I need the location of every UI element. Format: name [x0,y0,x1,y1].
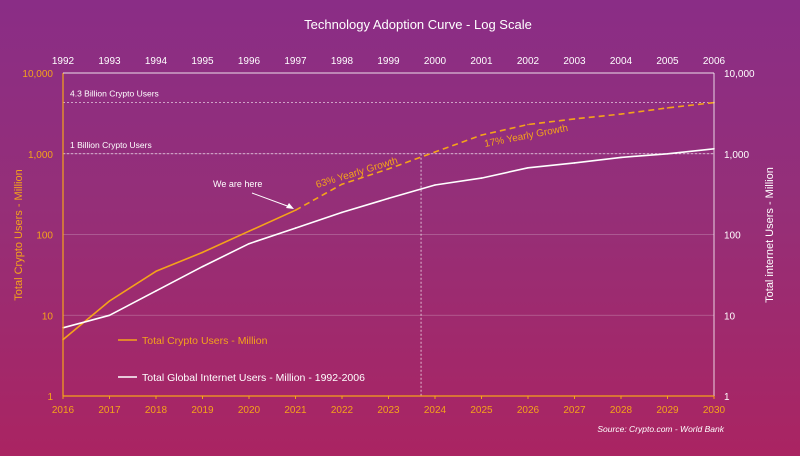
series-point-2 [387,197,390,200]
legend-label-internet: Total Global Internet Users - Million - … [142,372,365,384]
series-point-2 [527,167,529,169]
x-tick-label-top: 1995 [191,56,214,67]
x-tick-label-bottom: 2016 [52,405,75,416]
x-tick-label-top: 2006 [703,56,726,67]
reference-line-label: 1 Billion Crypto Users [70,140,152,150]
source-note: Source: Crypto.com - World Bank [597,424,724,434]
x-tick-label-bottom: 2021 [284,405,307,416]
x-tick-label-bottom: 2023 [377,405,400,416]
x-tick-label-bottom: 2027 [563,405,586,416]
x-tick-label-top: 2001 [470,56,493,67]
series-point-0 [201,251,204,254]
y-tick-label-left: 1,000 [28,150,53,161]
y-tick-label-left: 100 [36,231,53,242]
x-tick-label-bottom: 2019 [191,405,214,416]
series-point-2 [155,290,157,292]
series-point-2 [248,242,250,245]
reference-lines: 4.3 Billion Crypto Users 1 Billion Crypto… [63,89,714,396]
x-tick-label-top: 2002 [517,56,540,67]
y-axis-label-left: Total Crypto Users - Million [13,169,25,300]
y-tick-label-left: 1 [47,392,53,403]
x-tick-label-top: 1999 [377,56,400,67]
series-point-1 [620,113,622,115]
series-point-1 [341,183,343,185]
series-point-2 [294,227,297,229]
series-point-0 [155,270,157,273]
y-tick-label-left: 10,000 [22,69,53,80]
x-tick-label-bottom: 2022 [331,405,354,416]
legend-label-crypto: Total Crypto Users - Million [142,335,268,347]
x-tick-label-top: 1994 [145,56,168,67]
x-tick-label-bottom: 2028 [610,405,633,416]
series-point-0 [108,300,111,302]
y-tick-label-right: 10,000 [724,69,755,80]
series-point-1 [434,151,436,153]
reference-line-label: 4.3 Billion Crypto Users [70,89,159,99]
we-are-here-arrow [251,192,291,208]
grid-layer [63,72,714,397]
series-point-1 [527,123,529,126]
series-point-1 [666,107,669,109]
series-point-2 [201,265,204,268]
series-line-1 [295,101,715,211]
chart-title: Technology Adoption Curve - Log Scale [304,17,532,32]
series-point-2 [434,184,436,186]
series-point-2 [620,156,622,159]
x-tick-label-bottom: 2026 [517,405,540,416]
x-tick-label-top: 2004 [610,56,633,67]
x-tick-label-bottom: 2017 [98,405,121,416]
series-point-0 [248,230,250,232]
x-tick-label-top: 1997 [284,56,307,67]
series-point-1 [480,134,483,136]
x-tick-label-bottom: 2030 [703,405,726,416]
x-tick-label-bottom: 2018 [145,405,168,416]
series-point-1 [294,209,297,211]
x-tick-label-top: 1996 [238,56,261,67]
x-tick-label-bottom: 2020 [238,405,261,416]
x-tick-label-top: 1993 [98,56,121,67]
series-line-2 [62,148,715,329]
y-tick-label-right: 1 [724,392,730,403]
y-axis-label-right: Total internet Users - Million [764,167,776,303]
series-point-2 [480,177,483,179]
we-are-here-arrowhead [286,203,294,209]
x-tick-label-bottom: 2029 [656,405,679,416]
growth-annotation-early: 63% Yearly Growth [315,155,400,190]
series-layer [62,101,715,341]
y-tick-label-right: 1,000 [724,150,749,161]
y-tick-label-right: 100 [724,231,741,242]
x-tick-label-top: 2005 [656,56,679,67]
x-tick-label-top: 1992 [52,56,75,67]
y-tick-label-left: 10 [42,311,54,322]
x-tick-label-bottom: 2025 [470,405,493,416]
series-point-2 [573,162,576,164]
series-point-2 [341,211,343,214]
series-point-2 [108,314,111,317]
series-line-0 [62,209,296,341]
y-tick-label-right: 10 [724,311,736,322]
x-tick-label-top: 2000 [424,56,447,67]
growth-annotation-late: 17% Yearly Growth [483,123,569,150]
we-are-here-label: We are here [213,179,262,189]
series-point-1 [387,168,390,170]
x-tick-label-top: 2003 [563,56,586,67]
series-point-1 [573,118,576,120]
x-tick-label-top: 1998 [331,56,354,67]
axis-layer: 1 1 10 10 100 100 1,000 1,000 10,000 10,000 2016 20… [22,56,755,416]
x-tick-label-bottom: 2024 [424,405,447,416]
series-point-2 [666,153,669,155]
